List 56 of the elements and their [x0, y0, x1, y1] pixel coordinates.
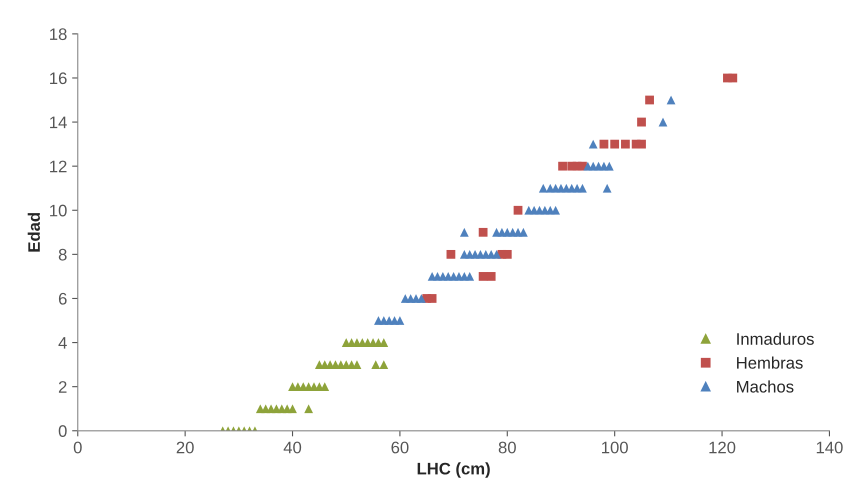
point [588, 140, 598, 149]
x-tick-label: 140 [816, 442, 843, 454]
point [578, 184, 587, 193]
point [610, 140, 620, 149]
point [604, 162, 614, 171]
point [478, 272, 488, 281]
y-axis-title: Edad [28, 213, 40, 252]
x-tick-label: 20 [176, 442, 194, 454]
point [379, 360, 388, 370]
point [486, 272, 496, 281]
point [658, 118, 668, 126]
point [446, 250, 456, 259]
point [551, 206, 560, 215]
point [460, 228, 469, 237]
x-tick-label: 40 [284, 442, 302, 454]
point [637, 140, 646, 149]
point [371, 360, 380, 370]
x-tick-label: 60 [391, 442, 409, 454]
point [637, 118, 646, 126]
point [492, 250, 501, 259]
point [666, 96, 676, 104]
y-tick-label: 12 [50, 160, 67, 172]
y-tick-label: 18 [50, 28, 67, 40]
y-tick-label: 8 [58, 248, 67, 261]
point [514, 206, 522, 215]
y-tick-label: 0 [58, 425, 67, 437]
x-tick-label: 100 [602, 442, 628, 454]
legend-label: Hembras [737, 356, 803, 369]
y-tick-label: 10 [50, 204, 67, 216]
point [645, 96, 654, 104]
point [304, 404, 314, 414]
point [621, 140, 630, 149]
x-tick-label: 80 [498, 442, 516, 454]
x-axis-title: LHC (cm) [418, 462, 490, 478]
point [502, 250, 512, 259]
point [519, 228, 528, 237]
point [728, 74, 738, 82]
point [288, 404, 297, 414]
legend-label: Machos [737, 380, 794, 393]
y-tick-label: 16 [50, 72, 67, 84]
y-tick-label: 4 [58, 337, 67, 349]
point [538, 184, 548, 193]
y-tick-label: 2 [58, 381, 67, 393]
y-tick-label: 6 [58, 292, 67, 305]
point [600, 140, 608, 149]
point [602, 184, 612, 193]
point [558, 162, 567, 171]
point [396, 316, 404, 325]
point [428, 294, 437, 303]
x-tick-label: 120 [709, 442, 736, 454]
point [478, 228, 488, 237]
point [465, 272, 474, 281]
x-tick-label: 0 [74, 442, 82, 454]
y-tick-label: 14 [50, 116, 67, 128]
legend-label: Inmaduros [737, 332, 814, 345]
point [416, 294, 426, 303]
